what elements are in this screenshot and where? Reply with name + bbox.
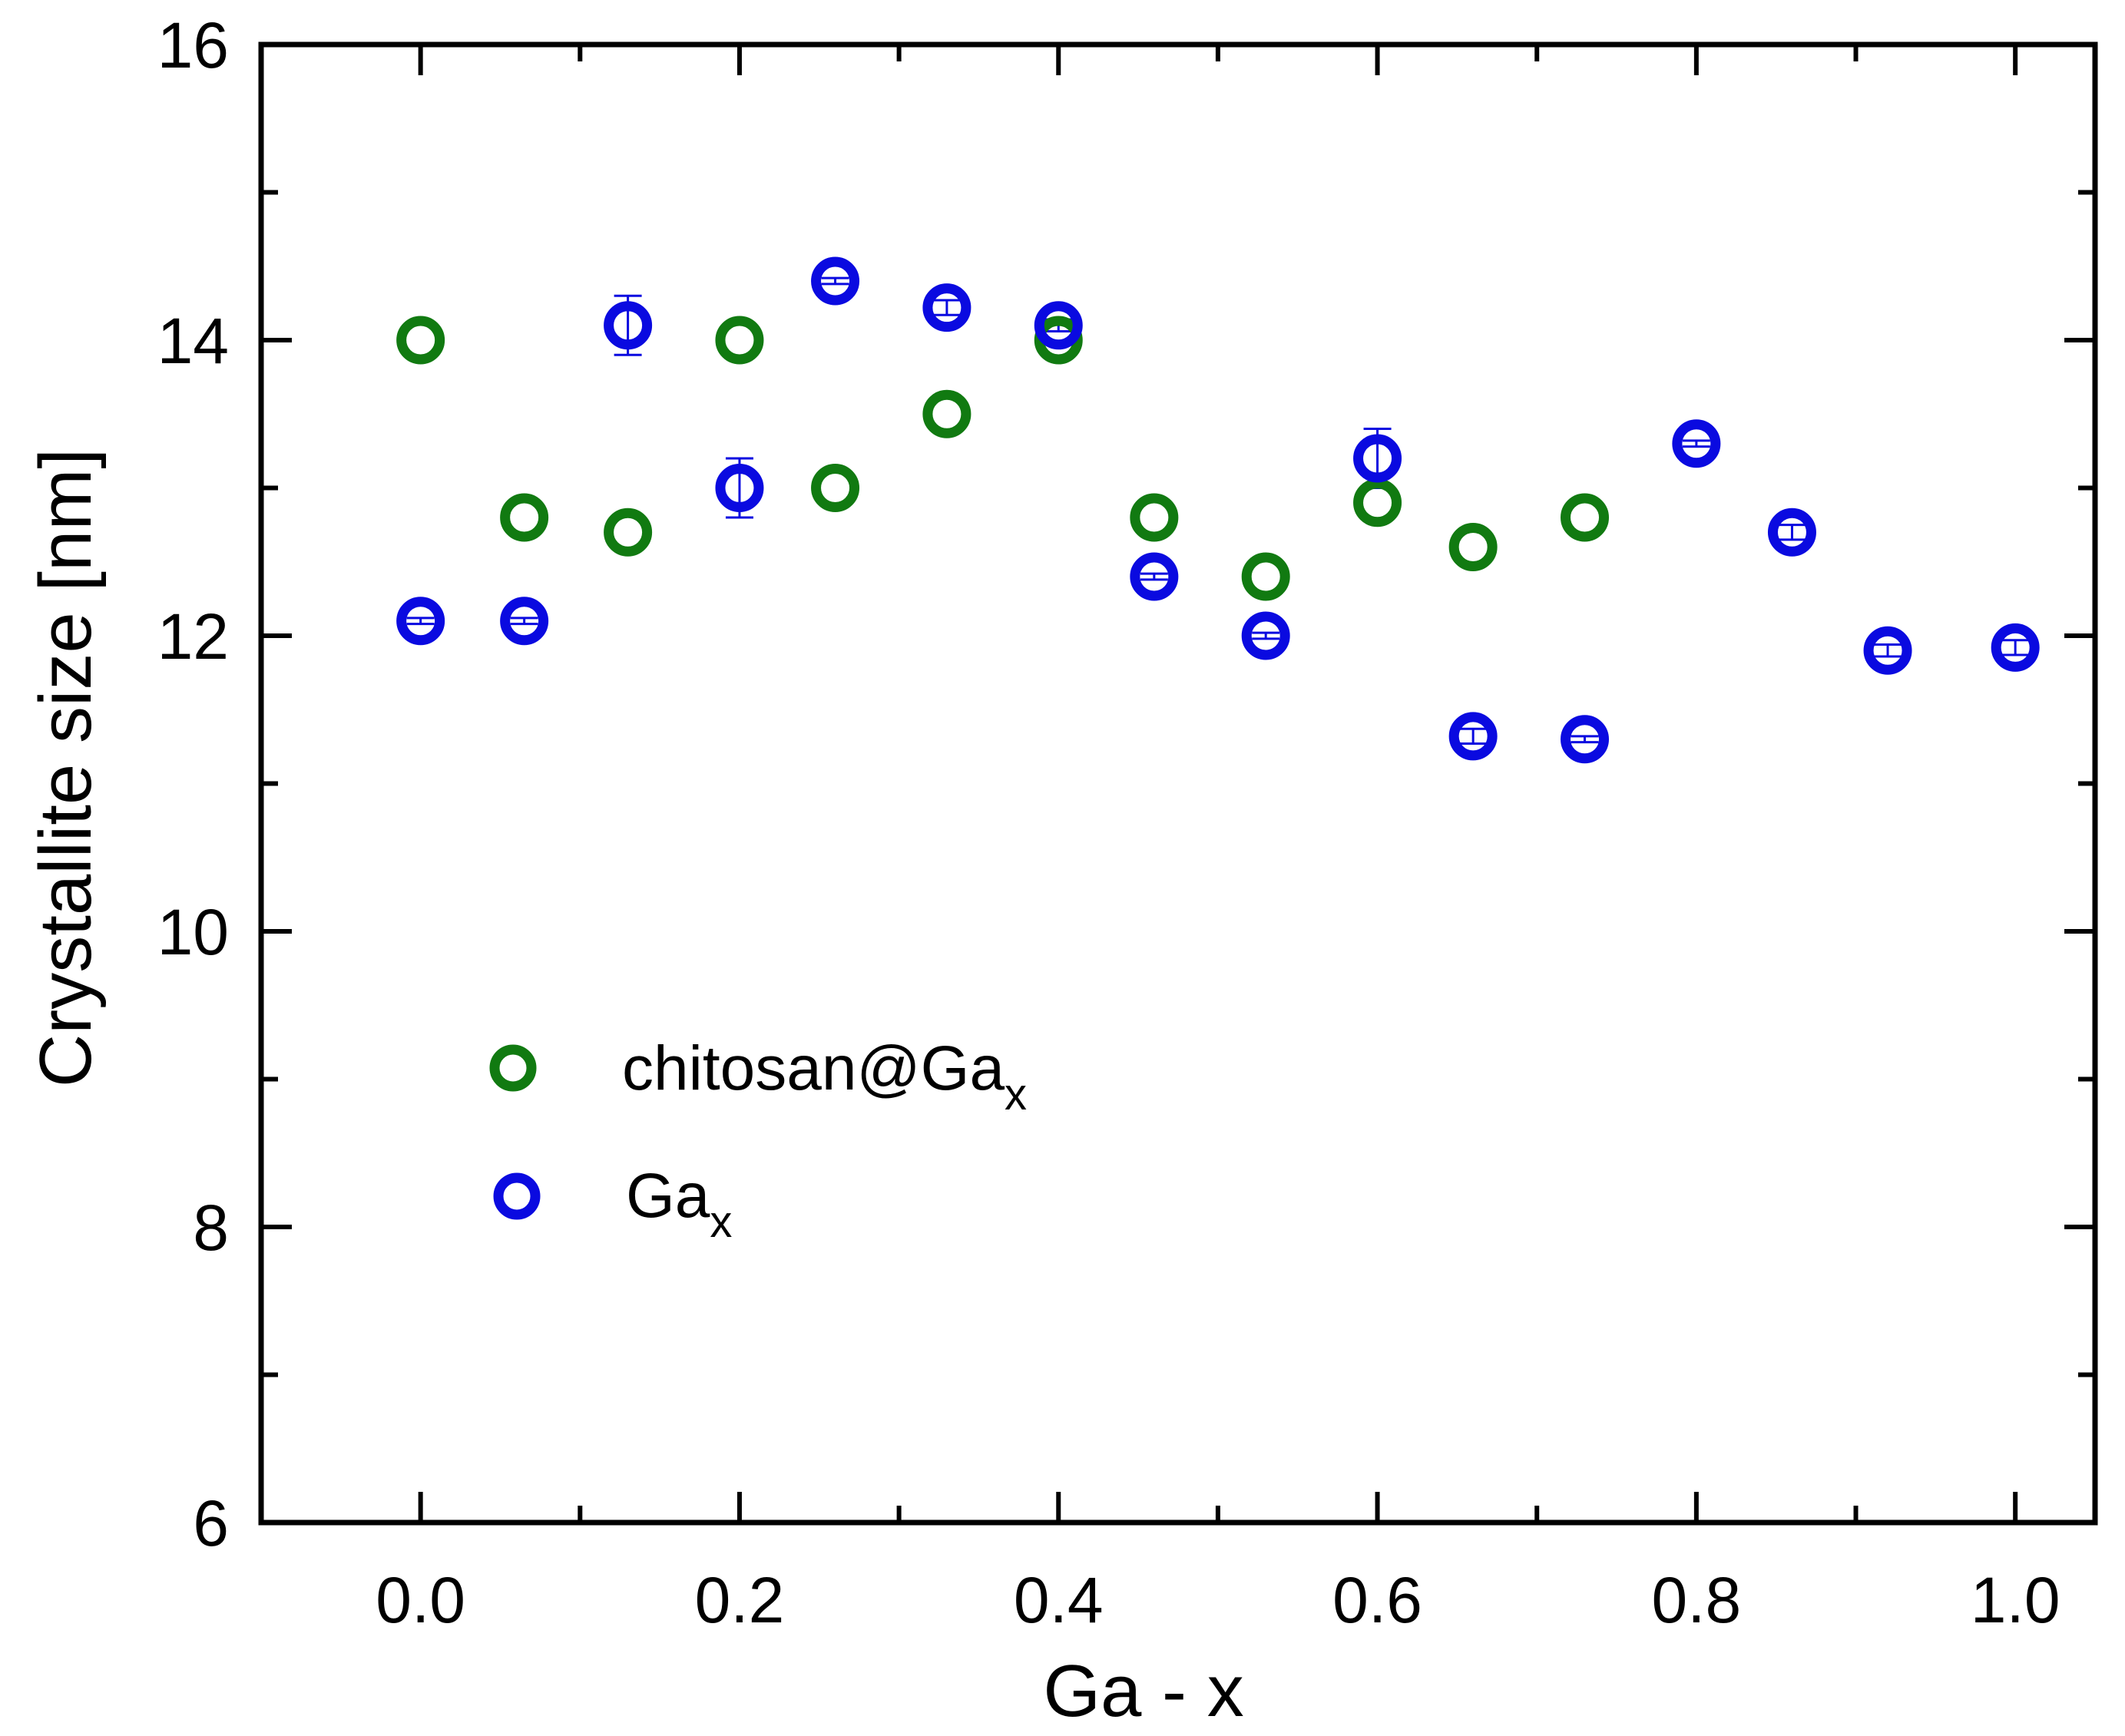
legend-marker-chitosan [489, 1044, 537, 1092]
legend-label-chitosan-subscript: x [1005, 1070, 1027, 1119]
data-point-ga [604, 301, 653, 350]
x-tick-label: 0.0 [376, 1564, 465, 1636]
data-point-ga [500, 597, 549, 646]
data-point-ga [1448, 712, 1498, 761]
data-point-chitosan [396, 316, 445, 365]
y-tick-label: 16 [157, 9, 229, 81]
y-tick-label: 12 [157, 600, 229, 673]
data-point-chitosan [922, 389, 971, 438]
data-point-chitosan [1241, 552, 1290, 601]
data-point-chitosan [604, 508, 653, 557]
plot-frame [258, 41, 2098, 1526]
data-point-ga [1767, 508, 1816, 557]
data-point-ga [396, 597, 445, 646]
y-tick-label: 8 [193, 1192, 229, 1264]
data-point-ga [922, 283, 971, 332]
x-axis-title: Ga - x [1043, 1650, 1243, 1732]
legend-label-chitosan: chitosan@Gax [622, 1033, 1027, 1119]
data-point-chitosan [1353, 478, 1402, 527]
legend-label-ga-subscript: x [710, 1197, 732, 1247]
data-point-chitosan [1034, 316, 1083, 365]
data-point-ga [1130, 552, 1179, 601]
data-point-ga [1353, 434, 1402, 483]
x-tick-label: 1.0 [1971, 1564, 2060, 1636]
data-point-chitosan [500, 493, 549, 542]
error-bars [406, 276, 2030, 746]
data-point-ga [1034, 301, 1083, 350]
x-tick-label: 0.6 [1332, 1564, 1422, 1636]
legend: chitosan@Gax Gax [489, 1033, 1027, 1247]
data-point-ga [1672, 419, 1721, 468]
axis-ticks [259, 42, 2095, 1525]
legend-marker-ga [493, 1172, 541, 1220]
data-point-ga [1991, 623, 2040, 672]
data-point-ga [1863, 626, 1912, 675]
y-tick-label: 10 [157, 896, 229, 968]
data-point-chitosan [1448, 523, 1498, 571]
data-point-chitosan [715, 316, 764, 365]
plot-area [258, 41, 2098, 1526]
data-point-ga [811, 256, 860, 306]
legend-label-ga: Gax [626, 1161, 732, 1247]
data-point-ga [715, 464, 764, 512]
axis-tick-labels: 0.0 0.2 0.4 0.6 0.8 1.0 6 8 10 12 14 16 [157, 9, 2060, 1636]
data-points [396, 256, 2040, 764]
x-tick-label: 0.2 [695, 1564, 785, 1636]
legend-label-ga-name: Ga [626, 1161, 710, 1231]
y-tick-label: 14 [157, 305, 229, 377]
data-point-chitosan [1561, 493, 1610, 542]
x-tick-label: 0.8 [1651, 1564, 1741, 1636]
x-tick-label: 0.4 [1014, 1564, 1104, 1636]
data-point-chitosan [1130, 493, 1179, 542]
legend-label-chitosan-name: chitosan@Ga [622, 1033, 1005, 1103]
data-point-chitosan [811, 464, 860, 512]
data-point-ga [1561, 715, 1610, 764]
y-tick-label: 6 [193, 1487, 229, 1559]
y-axis-title: Crystallite size [nm] [25, 448, 107, 1087]
data-point-ga [1241, 611, 1290, 660]
